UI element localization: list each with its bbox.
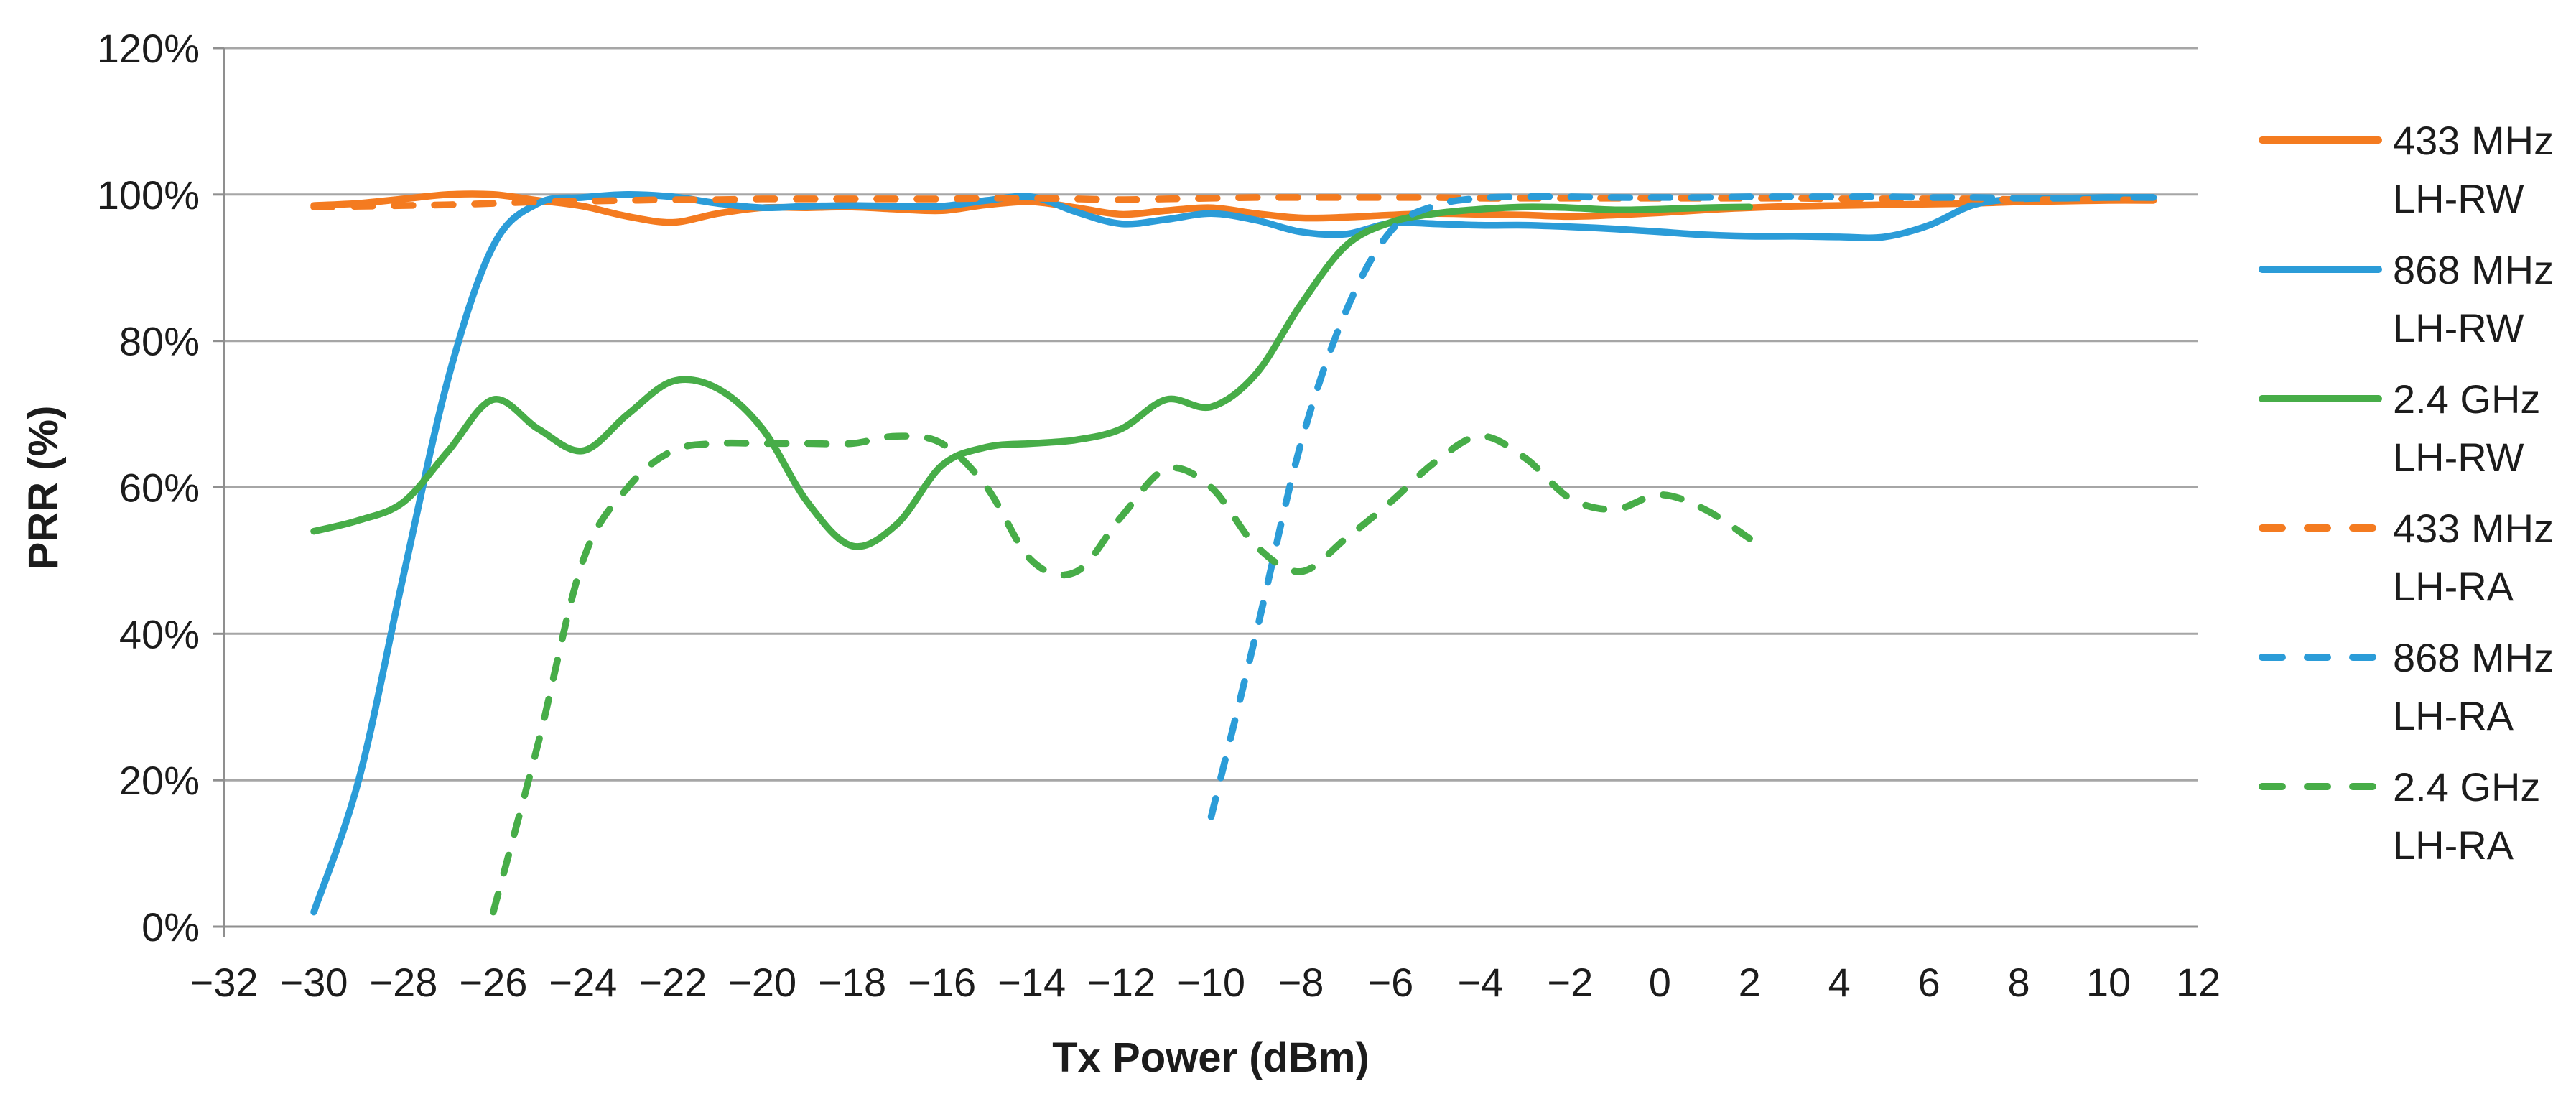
x-tick-label--28: −28 — [369, 960, 437, 1005]
x-tick-label--10: −10 — [1177, 960, 1245, 1005]
legend-label-868-mhz-lh-ra-line1: 868 MHz — [2393, 635, 2554, 680]
series-lines — [310, 190, 2157, 916]
series-24-ghz-lh-rw-line — [310, 203, 1753, 550]
axes — [213, 47, 2198, 937]
legend-item-868-mhz-lh-rw: 868 MHz LH-RW — [2259, 247, 2554, 351]
x-tick-label-8: 8 — [2008, 960, 2030, 1005]
series-868-mhz-lh-rw-line — [310, 191, 2157, 916]
legend-label-868-mhz-lh-ra-line2: LH-RA — [2393, 693, 2514, 738]
x-tick-label-0: 0 — [1649, 960, 1671, 1005]
legend-label-433-mhz-lh-ra-line1: 433 MHz — [2393, 506, 2554, 551]
y-axis-title: PRR (%) — [20, 406, 67, 570]
x-tick-label-6: 6 — [1918, 960, 1940, 1005]
y-tick-label-20: 20% — [119, 758, 200, 803]
x-tick-label--2: −2 — [1547, 960, 1593, 1005]
legend-item-433-mhz-lh-ra: 433 MHz LH-RA — [2259, 506, 2554, 609]
legend-label-433-mhz-lh-rw-line2: LH-RW — [2393, 176, 2524, 221]
legend-label-868-mhz-lh-rw-line2: LH-RW — [2393, 305, 2524, 351]
y-tick-label-80: 80% — [119, 319, 200, 364]
x-axis-title: Tx Power (dBm) — [1052, 1034, 1370, 1081]
x-tick-label--8: −8 — [1278, 960, 1324, 1005]
x-tick-label--12: −12 — [1087, 960, 1156, 1005]
series-24-ghz-lh-ra-line — [490, 432, 1753, 916]
legend-item-433-mhz-lh-rw: 433 MHz LH-RW — [2259, 118, 2554, 221]
legend-label-24-ghz-lh-rw-line2: LH-RW — [2393, 435, 2524, 480]
legend-label-433-mhz-lh-rw-line1: 433 MHz — [2393, 118, 2554, 163]
x-tick-label--6: −6 — [1367, 960, 1413, 1005]
x-tick-label--26: −26 — [459, 960, 527, 1005]
legend-item-24-ghz-lh-ra: 2.4 GHz LH-RA — [2259, 764, 2540, 868]
x-tick-label-4: 4 — [1828, 960, 1851, 1005]
x-tick-label--32: −32 — [190, 960, 259, 1005]
series-433-mhz-lh-rw-line — [310, 190, 2157, 226]
y-tick-label-0: 0% — [141, 904, 200, 950]
series-433-mhz-lh-ra-line — [310, 194, 2157, 210]
x-tick-label-2: 2 — [1739, 960, 1761, 1005]
legend-label-24-ghz-lh-ra-line1: 2.4 GHz — [2393, 764, 2540, 810]
y-tick-label-40: 40% — [119, 611, 200, 657]
x-tick-label--4: −4 — [1457, 960, 1503, 1005]
x-tick-label--20: −20 — [728, 960, 796, 1005]
x-tick-label-12: 12 — [2176, 960, 2221, 1005]
x-tick-label--16: −16 — [908, 960, 976, 1005]
x-tick-label--24: −24 — [549, 960, 617, 1005]
y-tick-label-120: 120% — [97, 26, 200, 71]
y-tick-label-60: 60% — [119, 465, 200, 511]
x-tick-label--14: −14 — [998, 960, 1066, 1005]
legend-item-24-ghz-lh-rw: 2.4 GHz LH-RW — [2259, 376, 2540, 480]
series-868-mhz-lh-ra-line — [1207, 193, 2157, 820]
y-tick-labels: 0% 20% 40% 60% 80% 100% 120% — [97, 26, 200, 950]
x-tick-labels: −32 −30 −28 −26 −24 −22 −20 −18 −16 −14 −12 −10 −8 −6… — [190, 960, 2221, 1005]
x-tick-label-10: 10 — [2086, 960, 2131, 1005]
legend-label-868-mhz-lh-rw-line1: 868 MHz — [2393, 247, 2554, 292]
y-tick-label-100: 100% — [97, 172, 200, 218]
legend-label-24-ghz-lh-rw-line1: 2.4 GHz — [2393, 376, 2540, 422]
legend-label-433-mhz-lh-ra-line2: LH-RA — [2393, 564, 2514, 609]
x-tick-label--30: −30 — [280, 960, 348, 1005]
legend-item-868-mhz-lh-ra: 868 MHz LH-RA — [2259, 635, 2554, 738]
x-tick-label--22: −22 — [638, 960, 707, 1005]
x-tick-label--18: −18 — [818, 960, 886, 1005]
legend-label-24-ghz-lh-ra-line2: LH-RA — [2393, 822, 2514, 868]
